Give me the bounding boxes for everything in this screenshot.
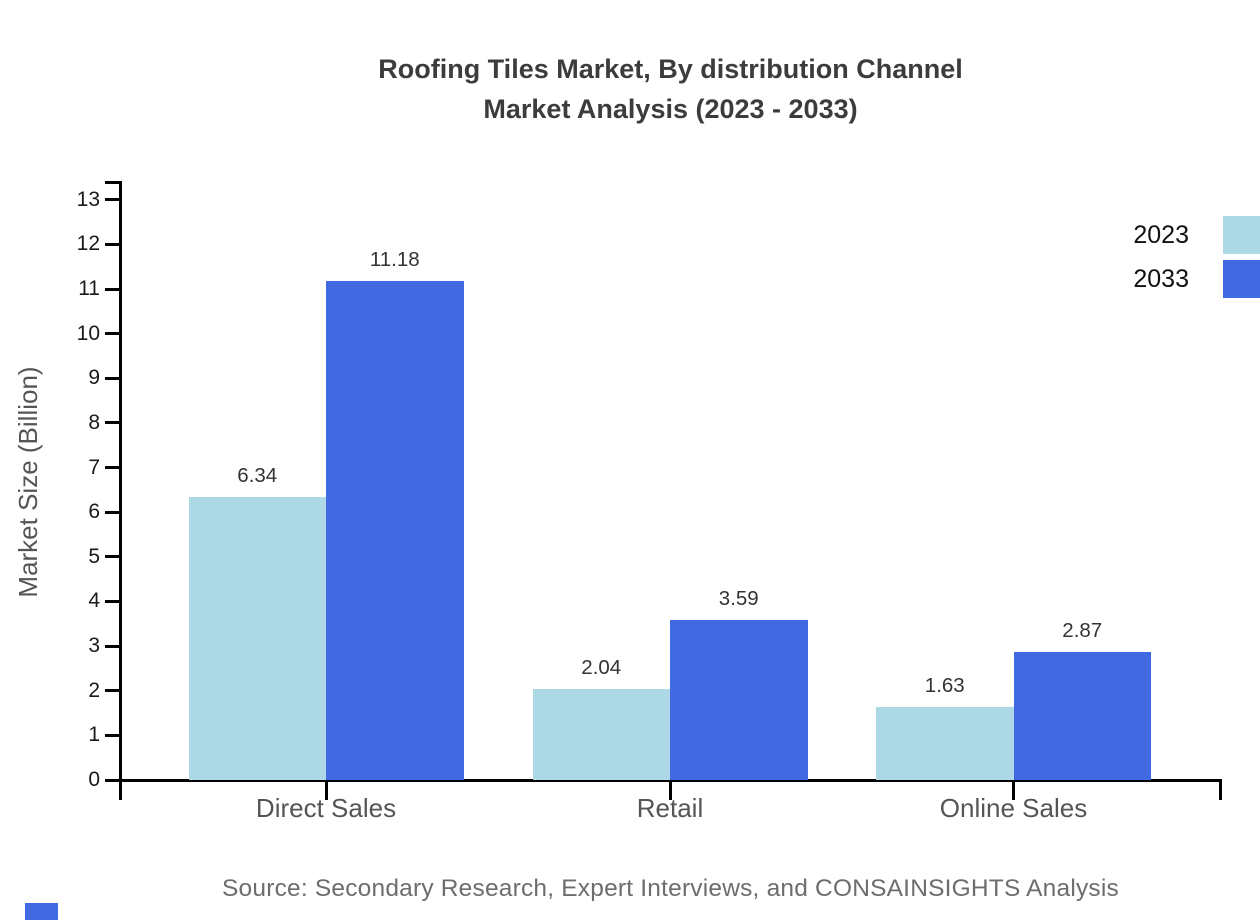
y-axis-tick (105, 644, 120, 648)
legend-label-2023: 2023 (1133, 220, 1189, 249)
x-axis-tick (324, 780, 328, 800)
bar-value-label: 1.63 (924, 674, 965, 698)
chart-title-line2: Market Analysis (2023 - 2033) (483, 94, 858, 124)
y-axis-tick-label: 2 (88, 678, 100, 702)
y-axis-tick (105, 733, 120, 737)
bar-value-label: 2.87 (1062, 618, 1103, 642)
y-axis-tick (105, 510, 120, 514)
legend-item: 2033 (1133, 260, 1260, 298)
x-axis-category-label: Retail (636, 793, 704, 823)
y-axis-tick (105, 242, 120, 246)
y-axis-tick (105, 198, 120, 202)
bar-2033-retail (670, 619, 808, 780)
bar-2023-retail (532, 688, 670, 780)
y-axis-tick (105, 599, 120, 603)
y-axis-tick-label: 6 (88, 500, 100, 524)
y-axis-tick-label: 3 (88, 634, 100, 658)
bar-value-label: 6.34 (237, 464, 278, 487)
y-axis-tick-label: 5 (88, 544, 100, 568)
legend-label-2033: 2033 (1133, 264, 1189, 293)
y-axis-tick-label: 8 (88, 410, 100, 434)
y-axis-tick (105, 287, 120, 291)
x-axis-left-cap (118, 780, 122, 800)
source-attribution: Source: Secondary Research, Expert Inter… (222, 875, 1119, 902)
y-axis-tick (105, 555, 120, 559)
y-axis-tick-label: 10 (76, 321, 100, 345)
bar-2023-direct-sales (188, 497, 326, 780)
y-axis-end-cap (105, 181, 120, 184)
y-axis-tick-label: 0 (88, 768, 100, 791)
legend-swatch-2023 (1223, 216, 1260, 254)
legend-swatch-2033 (1223, 260, 1260, 298)
bar-value-label: 11.18 (369, 247, 420, 271)
x-axis-tick (1012, 780, 1015, 800)
x-axis-tick (668, 780, 672, 800)
bar-value-label: 3.59 (718, 586, 759, 610)
x-axis-category-label: Direct Sales (255, 793, 397, 823)
bar-2033-direct-sales (326, 280, 464, 780)
y-axis-tick (105, 689, 120, 693)
x-axis-right-cap (1218, 780, 1222, 800)
bar-2023-online-sales (876, 707, 1014, 780)
bar-2033-online-sales (1013, 651, 1151, 780)
legend-item: 2023 (1133, 216, 1260, 254)
y-axis-tick-label: 12 (76, 232, 100, 256)
y-axis-tick (105, 421, 120, 425)
y-axis-tick-label: 11 (78, 277, 100, 301)
x-axis-category-label: Online Sales (939, 793, 1088, 823)
y-axis-tick-label: 9 (88, 366, 100, 390)
y-axis-line (118, 181, 122, 780)
y-axis-tick-label: 1 (88, 723, 100, 747)
y-axis-tick (105, 332, 120, 336)
brand-mark (25, 903, 58, 920)
y-axis-tick (105, 466, 120, 470)
y-axis-tick (105, 376, 120, 380)
chart-title-line1: Roofing Tiles Market, By distribution Ch… (378, 54, 963, 84)
y-axis-tick-label: 4 (88, 589, 100, 613)
legend: 2023 2033 (1133, 216, 1260, 298)
chart-title: Roofing Tiles Market, By distribution Ch… (120, 49, 1221, 129)
bar-value-label: 2.04 (581, 655, 622, 679)
y-axis-tick-label: 13 (76, 187, 100, 211)
y-axis-tick-label: 7 (88, 455, 100, 479)
y-axis-tick (105, 778, 120, 782)
